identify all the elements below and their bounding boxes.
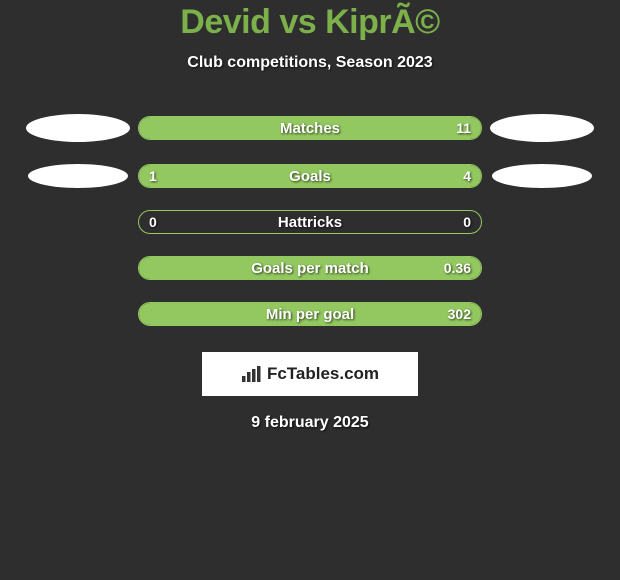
stat-label: Goals <box>139 168 481 185</box>
avatar-slot-right <box>482 164 602 188</box>
page-title: Devid vs KiprÃ© <box>180 3 439 42</box>
date-label: 9 february 2025 <box>251 414 368 432</box>
subtitle: Club competitions, Season 2023 <box>187 54 432 72</box>
stat-row: Goals1 4 <box>0 164 620 188</box>
player-avatar-right <box>490 114 594 142</box>
stat-bar: Matches11 <box>138 116 482 140</box>
stat-rows: Matches11 Goals1 4 Hattricks0 0 Goals per mat… <box>0 114 620 348</box>
comparison-infographic: Devid vs KiprÃ© Club competitions, Seaso… <box>0 0 620 580</box>
chart-icon <box>241 365 261 383</box>
stat-label: Min per goal <box>139 306 481 323</box>
stat-value-right: 4 <box>463 168 471 184</box>
stat-bar: Goals per match0.36 <box>138 256 482 280</box>
stat-row: Goals per match0.36 <box>0 256 620 280</box>
player-avatar-right <box>492 164 592 188</box>
stat-value-right: 302 <box>448 306 471 322</box>
stat-value-left: 0 <box>149 214 157 230</box>
stat-bar: Hattricks0 0 <box>138 210 482 234</box>
stat-row: Matches11 <box>0 114 620 142</box>
player-avatar-left <box>26 114 130 142</box>
stat-row: Hattricks0 0 <box>0 210 620 234</box>
stat-label: Matches <box>139 120 481 137</box>
avatar-slot-left <box>18 114 138 142</box>
fctables-logo[interactable]: FcTables.com <box>202 352 418 396</box>
stat-value-right: 0.36 <box>444 260 471 276</box>
stat-value-right: 0 <box>463 214 471 230</box>
stat-bar: Min per goal302 <box>138 302 482 326</box>
avatar-slot-right <box>482 114 602 142</box>
stat-label: Goals per match <box>139 260 481 277</box>
avatar-slot-left <box>18 164 138 188</box>
logo-text: FcTables.com <box>267 364 379 384</box>
stat-row: Min per goal302 <box>0 302 620 326</box>
stat-value-right: 11 <box>456 120 471 136</box>
stat-label: Hattricks <box>139 214 481 231</box>
stat-value-left: 1 <box>149 168 157 184</box>
player-avatar-left <box>28 164 128 188</box>
stat-bar: Goals1 4 <box>138 164 482 188</box>
